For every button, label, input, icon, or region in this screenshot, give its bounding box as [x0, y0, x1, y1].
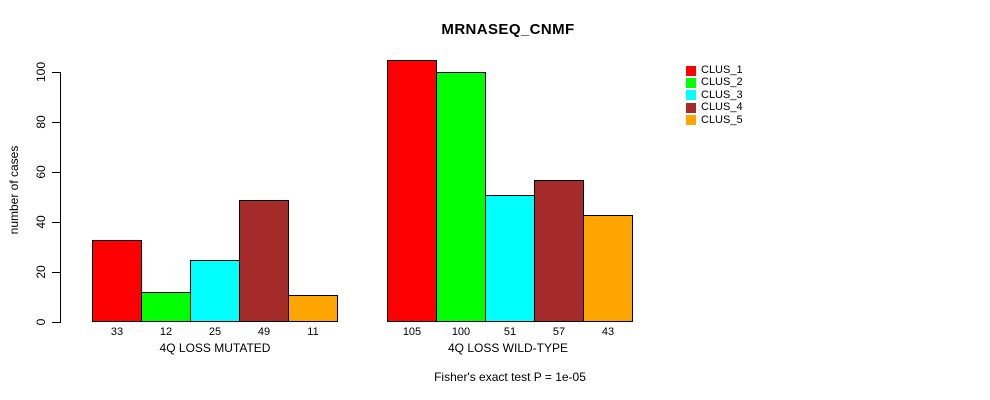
- bar-value-label: 57: [552, 326, 566, 338]
- y-axis-tick-label: 40: [34, 215, 48, 229]
- legend-label: CLUS_3: [701, 88, 743, 101]
- bar-value-label: 25: [208, 326, 222, 338]
- legend-label: CLUS_2: [701, 76, 743, 89]
- legend-item-clus-5: CLUS_5: [686, 113, 743, 126]
- legend-item-clus-4: CLUS_4: [686, 102, 743, 113]
- bar-clus-5-group2: [583, 215, 633, 322]
- y-axis-label: number of cases: [7, 145, 21, 235]
- legend-label: CLUS_5: [701, 113, 743, 126]
- legend-item-clus-3: CLUS_3: [686, 88, 743, 101]
- bar-clus-1-group1: [92, 240, 142, 322]
- legend-label: CLUS_4: [701, 101, 743, 114]
- legend-swatch-clus-4: [686, 102, 696, 113]
- legend-item-clus-2: CLUS_2: [686, 77, 743, 88]
- y-axis-tick: [52, 322, 61, 323]
- y-axis-line: [60, 72, 61, 323]
- legend-swatch-clus-5: [686, 115, 696, 126]
- legend: CLUS_1 CLUS_2 CLUS_3 CLUS_4 CLUS_5: [686, 65, 743, 127]
- group-label-wild-type: 4Q LOSS WILD-TYPE: [447, 341, 569, 355]
- bar-clus-4-group2: [534, 180, 584, 322]
- bar-value-label: 11: [307, 326, 319, 338]
- y-axis-tick-label: 20: [34, 265, 48, 279]
- bar-value-label: 43: [601, 326, 615, 338]
- bar-clus-3-group1: [190, 260, 240, 322]
- legend-item-clus-1: CLUS_1: [686, 65, 743, 76]
- legend-label: CLUS_1: [701, 64, 743, 76]
- legend-swatch-clus-1: [686, 65, 696, 76]
- bar-value-label: 49: [257, 326, 271, 338]
- legend-swatch-clus-3: [686, 90, 696, 101]
- bar-clus-3-group2: [485, 195, 535, 322]
- y-axis-tick-label: 80: [34, 115, 48, 129]
- bar-clus-2-group2: [436, 72, 486, 322]
- bar-clus-5-group1: [288, 295, 338, 322]
- y-axis-tick-label: 100: [34, 61, 48, 83]
- bar-value-label: 33: [110, 326, 124, 338]
- bar-value-label: 51: [503, 326, 517, 338]
- legend-swatch-clus-2: [686, 77, 696, 88]
- y-axis-tick: [52, 122, 61, 123]
- y-axis-tick: [52, 272, 61, 273]
- y-axis-tick: [52, 172, 61, 173]
- bar-value-label: 100: [451, 326, 471, 338]
- group-label-mutated: 4Q LOSS MUTATED: [159, 341, 271, 355]
- y-axis-tick: [52, 222, 61, 223]
- y-axis-tick-label: 60: [34, 165, 48, 179]
- bar-clus-4-group1: [239, 200, 289, 322]
- bar-clus-1-group2: [387, 60, 437, 322]
- footer-text: Fisher's exact test P = 1e-05: [434, 370, 586, 384]
- y-axis-tick-label: 0: [34, 318, 48, 326]
- bar-value-label: 12: [159, 326, 173, 338]
- bar-clus-2-group1: [141, 292, 191, 322]
- bar-value-label: 105: [402, 326, 422, 338]
- y-axis-tick: [52, 72, 61, 73]
- chart-title: MRNASEQ_CNMF: [441, 21, 575, 38]
